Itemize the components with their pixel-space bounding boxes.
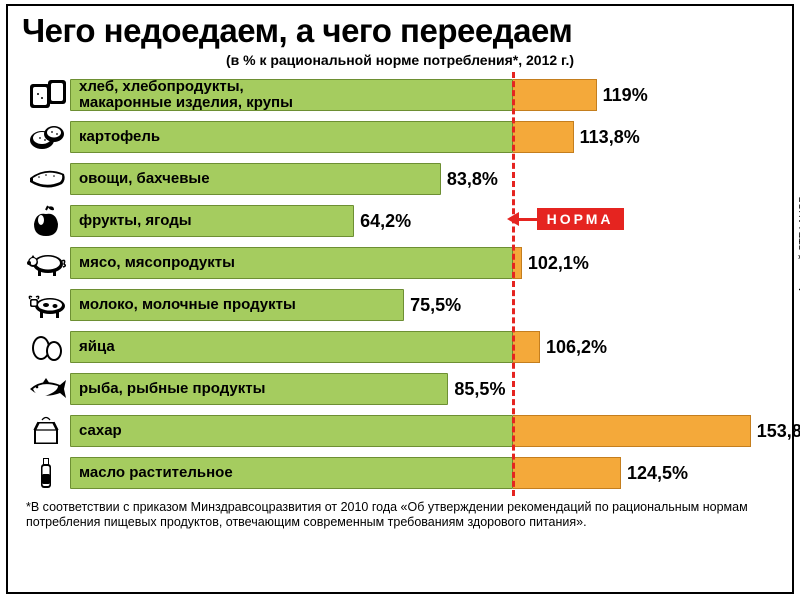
infographic: Чего недоедаем, а чего переедаем (в % к …	[8, 6, 792, 592]
value-label: 113,8%	[580, 119, 640, 155]
bar-base: овощи, бахчевые	[70, 163, 441, 195]
value-label: 85,5%	[454, 371, 505, 407]
sugar-icon	[22, 410, 70, 452]
bar-base: мясо, мясопродукты	[70, 247, 513, 279]
bar-excess	[513, 79, 597, 111]
value-label: 106,2%	[546, 329, 607, 365]
bar-chart: хлеб, хлебопродукты, макаронные изделия,…	[22, 74, 778, 494]
chart-row: овощи, бахчевые 83,8%	[22, 158, 778, 200]
bar-excess	[513, 121, 574, 153]
value-label: 119%	[603, 77, 648, 113]
pig-icon	[22, 242, 70, 284]
bar-area: яйца 106,2%	[70, 329, 778, 365]
bar-area: картофель 113,8%	[70, 119, 778, 155]
bar-excess	[513, 247, 522, 279]
bar-excess	[513, 457, 621, 489]
bar-label: молоко, молочные продукты	[79, 297, 296, 313]
value-label: 124,5%	[627, 455, 688, 491]
bar-label: яйца	[79, 339, 115, 355]
norm-badge: НОРМА	[537, 208, 624, 230]
chart-row: фрукты, ягоды 64,2%	[22, 200, 778, 242]
page-title: Чего недоедаем, а чего переедаем	[22, 12, 778, 50]
bar-base: хлеб, хлебопродукты, макаронные изделия,…	[70, 79, 513, 111]
arrow-left-icon	[507, 212, 519, 226]
value-label: 153,8%	[757, 413, 800, 449]
bar-label: фрукты, ягоды	[79, 213, 192, 229]
bar-base: фрукты, ягоды	[70, 205, 354, 237]
apple-icon	[22, 200, 70, 242]
value-label: 102,1%	[528, 245, 589, 281]
bar-area: молоко, молочные продукты 75,5%	[70, 287, 778, 323]
oil-icon	[22, 452, 70, 494]
cow-icon	[22, 284, 70, 326]
bar-base: сахар	[70, 415, 513, 447]
chart-row: масло растительное 124,5%	[22, 452, 778, 494]
bread-icon	[22, 74, 70, 116]
fish-icon	[22, 368, 70, 410]
bar-area: масло растительное 124,5%	[70, 455, 778, 491]
chart-row: сахар153,8%	[22, 410, 778, 452]
bar-label: хлеб, хлебопродукты, макаронные изделия,…	[79, 79, 293, 111]
footnote: *В соответствии с приказом Минздравсоцра…	[22, 500, 778, 530]
bar-base: масло растительное	[70, 457, 513, 489]
bar-label: мясо, мясопродукты	[79, 255, 235, 271]
bar-excess	[513, 415, 751, 447]
value-label: 75,5%	[410, 287, 461, 323]
chart-row: хлеб, хлебопродукты, макаронные изделия,…	[22, 74, 778, 116]
bar-label: сахар	[79, 423, 122, 439]
bar-label: рыба, рыбные продукты	[79, 381, 265, 397]
bar-area: овощи, бахчевые 83,8%	[70, 161, 778, 197]
bar-label: картофель	[79, 129, 160, 145]
potato-icon	[22, 116, 70, 158]
chart-row: молоко, молочные продукты 75,5%	[22, 284, 778, 326]
eggs-icon	[22, 326, 70, 368]
chart-row: яйца 106,2%	[22, 326, 778, 368]
cucumber-icon	[22, 158, 70, 200]
chart-row: картофель 113,8%	[22, 116, 778, 158]
bar-base: картофель	[70, 121, 513, 153]
subtitle: (в % к рациональной норме потребления*, …	[22, 52, 778, 68]
bar-area: сахар153,8%	[70, 413, 778, 449]
bar-base: яйца	[70, 331, 513, 363]
bar-area: мясо, мясопродукты 102,1%	[70, 245, 778, 281]
bar-area: фрукты, ягоды 64,2%	[70, 203, 778, 239]
chart-row: рыба, рыбные продукты 85,5%	[22, 368, 778, 410]
bar-base: молоко, молочные продукты	[70, 289, 404, 321]
bar-base: рыба, рыбные продукты	[70, 373, 448, 405]
bar-area: рыба, рыбные продукты 85,5%	[70, 371, 778, 407]
value-label: 83,8%	[447, 161, 498, 197]
bar-label: овощи, бахчевые	[79, 171, 210, 187]
bar-excess	[513, 331, 540, 363]
value-label: 64,2%	[360, 203, 411, 239]
chart-row: мясо, мясопродукты 102,1%	[22, 242, 778, 284]
bar-area: хлеб, хлебопродукты, макаронные изделия,…	[70, 77, 778, 113]
bar-label: масло растительное	[79, 465, 233, 481]
